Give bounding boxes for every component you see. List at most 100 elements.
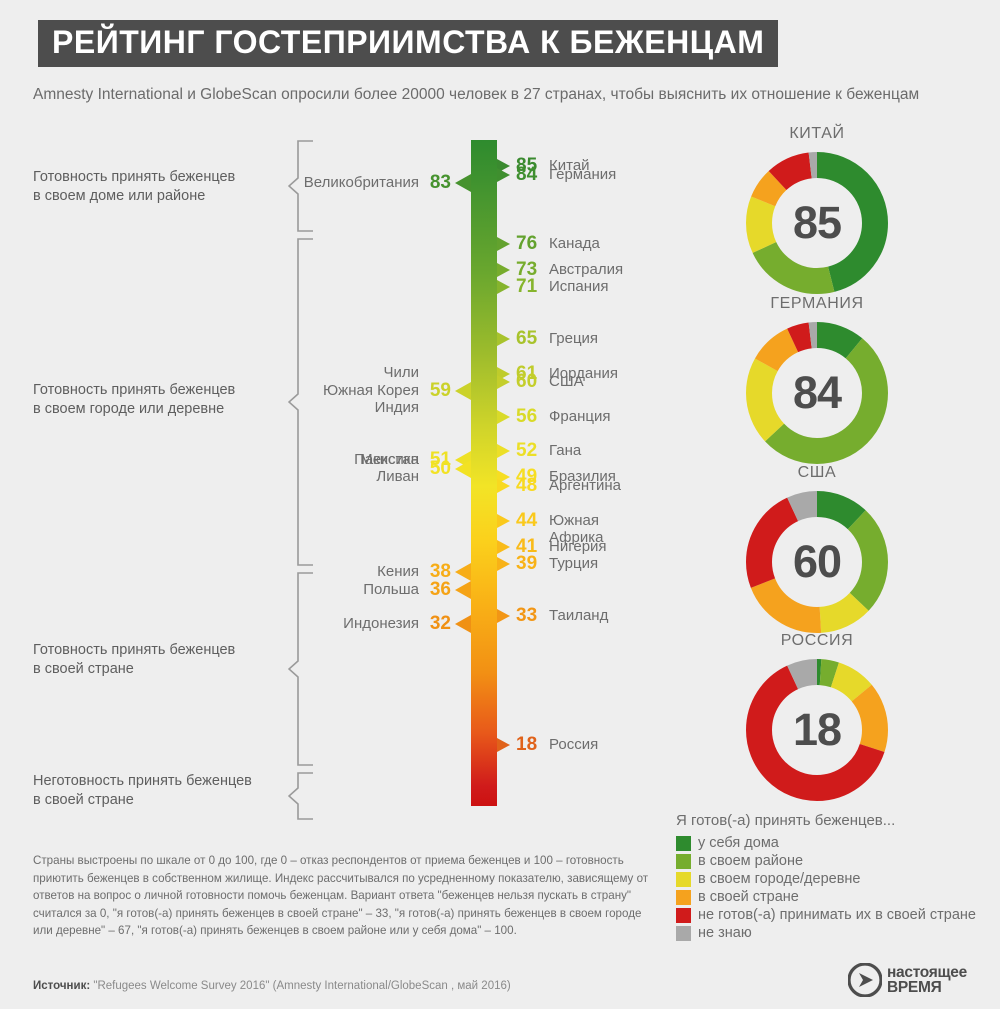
donut-chart: США 60 bbox=[743, 464, 891, 636]
donut-ring: 60 bbox=[743, 488, 891, 636]
marker-value: 61 bbox=[516, 362, 538, 384]
source-text: "Refugees Welcome Survey 2016" (Amnesty … bbox=[93, 980, 511, 992]
legend-item-label: в своем городе/деревне bbox=[698, 871, 861, 887]
marker-arrow-icon bbox=[497, 280, 510, 295]
marker-arrow-icon bbox=[497, 539, 510, 554]
legend-item: не знаю bbox=[676, 925, 996, 941]
legend-item: в своем районе bbox=[676, 853, 996, 869]
marker-country-label: Кения bbox=[377, 563, 419, 581]
legend-swatch-icon bbox=[676, 853, 691, 869]
marker-arrow-icon bbox=[497, 375, 510, 390]
marker-arrow-icon bbox=[497, 513, 510, 528]
marker-country-label: Канада bbox=[549, 234, 600, 252]
marker-country-label: Индонезия bbox=[343, 615, 419, 633]
legend-item-label: не готов(-а) принимать их в своей стране bbox=[698, 907, 976, 923]
marker-arrow-icon bbox=[497, 608, 510, 623]
page-title: РЕЙТИНГ ГОСТЕПРИИМСТВА К БЕЖЕНЦАМ bbox=[38, 20, 779, 67]
legend-swatch-icon bbox=[676, 835, 691, 851]
marker-arrow-icon bbox=[455, 174, 471, 193]
marker-value: 60 bbox=[516, 371, 538, 393]
bracket-own-country bbox=[288, 572, 314, 766]
legend-item-label: в своей стране bbox=[698, 889, 799, 905]
legend-item: в своем городе/деревне bbox=[676, 871, 996, 887]
marker-country-label: Россия bbox=[549, 736, 599, 754]
legend-item: в своей стране bbox=[676, 889, 996, 905]
bracket-city-or-village bbox=[288, 238, 314, 566]
donut-country-label: США bbox=[797, 464, 837, 481]
donut-value: 60 bbox=[792, 536, 842, 587]
marker-arrow-icon bbox=[455, 580, 471, 599]
donut-segment-refuse bbox=[746, 491, 888, 633]
gradient-scale-bar bbox=[471, 140, 497, 806]
marker-value: 48 bbox=[516, 474, 538, 496]
marker-value: 38 bbox=[429, 561, 451, 583]
marker-country-label: Китай bbox=[549, 156, 590, 174]
donut-ring: 85 bbox=[743, 149, 891, 297]
category-label-city-or-village: Готовность принять беженцев в своем горо… bbox=[33, 382, 236, 418]
legend-swatch-icon bbox=[676, 907, 691, 923]
legend-item-label: у себя дома bbox=[698, 835, 779, 851]
category-label-home-or-area: Готовность принять беженцев в своем доме… bbox=[33, 169, 236, 205]
marker-arrow-icon bbox=[497, 444, 510, 459]
donut-segment-city bbox=[746, 322, 888, 464]
donut-segment-unknown bbox=[746, 659, 888, 801]
marker-arrow-icon bbox=[497, 556, 510, 571]
marker-country-label: Польша bbox=[363, 580, 419, 598]
marker-country-label: Бразилия bbox=[549, 468, 616, 486]
legend-item: у себя дома bbox=[676, 835, 996, 851]
source-prefix: Источник: bbox=[33, 980, 91, 992]
marker-arrow-icon bbox=[455, 615, 471, 634]
marker-country-label: Таиланд bbox=[549, 606, 609, 624]
marker-value: 59 bbox=[429, 379, 451, 401]
marker-country-label: Аргентина bbox=[549, 476, 621, 494]
logo-line-1: настоящее bbox=[887, 963, 967, 981]
logo-text: настоящее ВРЕМЯ bbox=[887, 963, 967, 996]
marker-value: 41 bbox=[516, 535, 538, 557]
marker-arrow-icon bbox=[497, 236, 510, 251]
marker-value: 85 bbox=[516, 154, 538, 176]
legend-swatch-icon bbox=[676, 925, 691, 941]
logo-line-2: ВРЕМЯ bbox=[887, 979, 942, 996]
donut-chart: ГЕРМАНИЯ 84 bbox=[743, 295, 891, 467]
play-circle-icon bbox=[848, 963, 882, 997]
donut-country-label: ГЕРМАНИЯ bbox=[770, 295, 864, 312]
marker-country-label: Пакистан bbox=[354, 451, 419, 469]
marker-country-label: Франция bbox=[549, 407, 611, 425]
marker-arrow-icon bbox=[497, 167, 510, 182]
donut-segment-unknown bbox=[746, 491, 888, 633]
marker-value: 44 bbox=[516, 509, 538, 531]
donut-ring: 18 bbox=[743, 656, 891, 804]
donut-country-label: КИТАЙ bbox=[789, 125, 845, 142]
marker-value: 56 bbox=[516, 405, 538, 427]
donut-chart: РОССИЯ 18 bbox=[743, 632, 891, 804]
source-line: Источник: "Refugees Welcome Survey 2016"… bbox=[33, 980, 511, 992]
marker-value: 83 bbox=[429, 172, 451, 194]
marker-country-label: Греция bbox=[549, 329, 599, 347]
marker-country-label: Германия bbox=[549, 165, 617, 183]
marker-country-label: Австралия bbox=[549, 260, 624, 278]
donut-segment-refuse bbox=[746, 659, 888, 801]
marker-arrow-icon bbox=[455, 563, 471, 582]
marker-country-label: Испания bbox=[549, 278, 609, 296]
marker-arrow-icon bbox=[497, 478, 510, 493]
marker-value: 73 bbox=[516, 258, 538, 280]
marker-country-label: Южная Африка bbox=[549, 511, 604, 547]
donut-segment-area bbox=[746, 322, 888, 464]
marker-value: 39 bbox=[516, 552, 538, 574]
logo[interactable]: настоящее ВРЕМЯ bbox=[848, 963, 967, 997]
marker-arrow-icon bbox=[497, 331, 510, 346]
donut-chart: КИТАЙ 85 bbox=[743, 125, 891, 297]
marker-country-label: Мексика Ливан bbox=[360, 450, 419, 486]
donut-segment-city bbox=[746, 152, 888, 294]
footnote: Страны выстроены по шкале от 0 до 100, г… bbox=[33, 854, 649, 938]
donut-value: 18 bbox=[792, 704, 842, 755]
legend-swatch-icon bbox=[676, 889, 691, 905]
marker-arrow-icon bbox=[497, 262, 510, 277]
donut-segment-unknown bbox=[746, 152, 888, 294]
bracket-home-or-area bbox=[288, 140, 314, 232]
legend-item-label: в своем районе bbox=[698, 853, 804, 869]
marker-country-label: Великобритания bbox=[303, 174, 419, 192]
marker-value: 51 bbox=[429, 449, 451, 471]
legend-item-label: не знаю bbox=[698, 925, 752, 941]
